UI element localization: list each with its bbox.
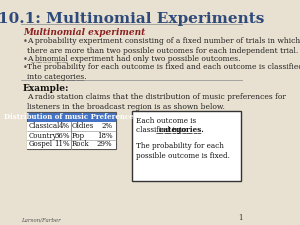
Text: 11%: 11%: [54, 140, 70, 148]
Text: Rock: Rock: [71, 140, 89, 148]
Text: •: •: [23, 63, 28, 72]
Text: 36%: 36%: [54, 131, 70, 140]
Bar: [27, 140, 116, 149]
Text: 29%: 29%: [97, 140, 112, 148]
Text: •: •: [23, 37, 28, 46]
Text: A ̲b̲i̲n̲o̲m̲i̲a̲l̲ experiment had only two possible outcomes.: A ̲b̲i̲n̲o̲m̲i̲a̲l̲ experiment had only …: [27, 55, 240, 63]
Bar: [27, 122, 116, 131]
Bar: [27, 131, 116, 140]
Text: •: •: [23, 55, 28, 64]
Text: Pop: Pop: [71, 131, 84, 140]
Text: Multinomial experiment: Multinomial experiment: [23, 28, 145, 37]
Text: 2%: 2%: [101, 122, 112, 130]
Text: The probability for each: The probability for each: [136, 142, 224, 150]
Text: classified into: classified into: [136, 126, 189, 134]
Text: 1: 1: [238, 214, 242, 222]
FancyBboxPatch shape: [132, 111, 241, 181]
Text: Gospel: Gospel: [28, 140, 52, 148]
Text: Oldies: Oldies: [71, 122, 93, 130]
Text: Classical: Classical: [28, 122, 60, 130]
Text: 18%: 18%: [97, 131, 112, 140]
Text: The probability for each outcome is fixed and each outcome is classified
into ̲c: The probability for each outcome is fixe…: [27, 63, 300, 81]
Text: Distribution of music Preferences: Distribution of music Preferences: [4, 113, 138, 121]
Text: Example:: Example:: [23, 84, 70, 93]
Bar: [27, 112, 116, 122]
Text: A probability experiment consisting of a fixed number of trials in which
there a: A probability experiment consisting of a…: [27, 37, 300, 55]
Text: 4%: 4%: [58, 122, 70, 130]
Text: possible outcome is fixed.: possible outcome is fixed.: [136, 152, 230, 160]
Text: A radio station claims that the distribution of music preferences for
listeners : A radio station claims that the distribu…: [27, 93, 286, 111]
Bar: [27, 112, 116, 149]
Text: ̲c̲a̲t̲e̲g̲o̲r̲i̲e̲s̲.: ̲c̲a̲t̲e̲g̲o̲r̲i̲e̲s̲.: [160, 126, 205, 134]
Text: Larson/Farber: Larson/Farber: [21, 217, 61, 222]
Text: Each outcome is: Each outcome is: [136, 117, 196, 125]
Text: Country: Country: [28, 131, 57, 140]
Text: 10.1: Multinomial Experiments: 10.1: Multinomial Experiments: [0, 12, 265, 26]
